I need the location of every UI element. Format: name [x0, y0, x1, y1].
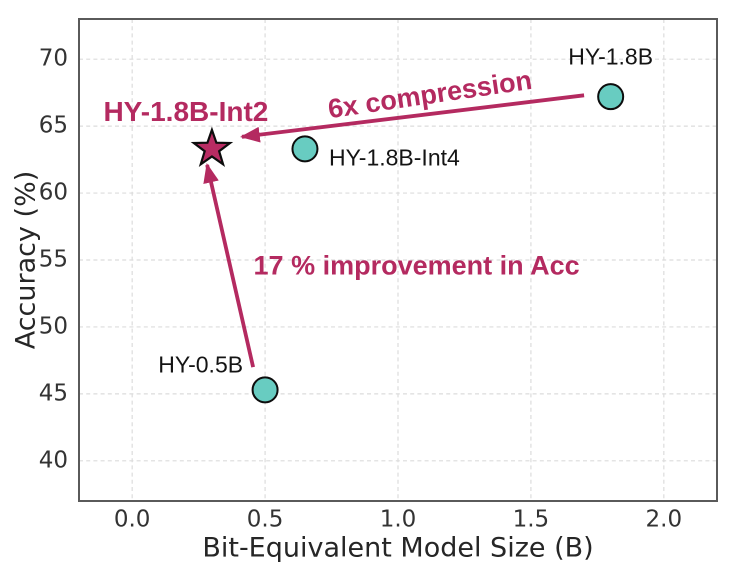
data-point-hy-0-5b	[251, 376, 279, 404]
x-tick-0.0: 0.0	[113, 506, 151, 533]
data-point-hy-1-8b-int2	[190, 126, 234, 167]
point-label-hy-1-8b-int4: HY-1.8B-Int4	[328, 144, 460, 171]
data-point-hy-1-8b-int4	[291, 135, 319, 163]
plot-border	[78, 18, 718, 502]
y-tick-65: 65	[38, 112, 68, 139]
gridlines	[79, 19, 717, 501]
y-tick-40: 40	[38, 447, 68, 474]
data-points	[190, 83, 625, 404]
annotation-arrows	[203, 93, 585, 368]
x-tick-0.5: 0.5	[246, 506, 284, 533]
y-tick-55: 55	[38, 246, 68, 273]
annotation-improvement-note: 17 % improvement in Acc	[253, 250, 580, 281]
compression-arrow	[239, 93, 585, 143]
point-label-hy-1-8b: HY-1.8B	[568, 43, 654, 70]
data-point-hy-1-8b	[597, 83, 625, 111]
x-tick-1.0: 1.0	[379, 506, 417, 533]
x-axis-label: Bit-Equivalent Model Size (B)	[202, 532, 594, 564]
y-tick-45: 45	[38, 380, 68, 407]
x-tick-2.0: 2.0	[645, 506, 683, 533]
y-tick-60: 60	[38, 179, 68, 206]
point-label-hy-0-5b: HY-0.5B	[158, 351, 244, 378]
x-tick-1.5: 1.5	[512, 506, 550, 533]
improvement-arrow	[203, 163, 255, 368]
point-label-hy-1-8b-int2: HY-1.8B-Int2	[103, 95, 269, 127]
y-axis-label: Accuracy (%)	[10, 170, 42, 350]
y-tick-50: 50	[38, 313, 68, 340]
y-tick-70: 70	[38, 45, 68, 72]
